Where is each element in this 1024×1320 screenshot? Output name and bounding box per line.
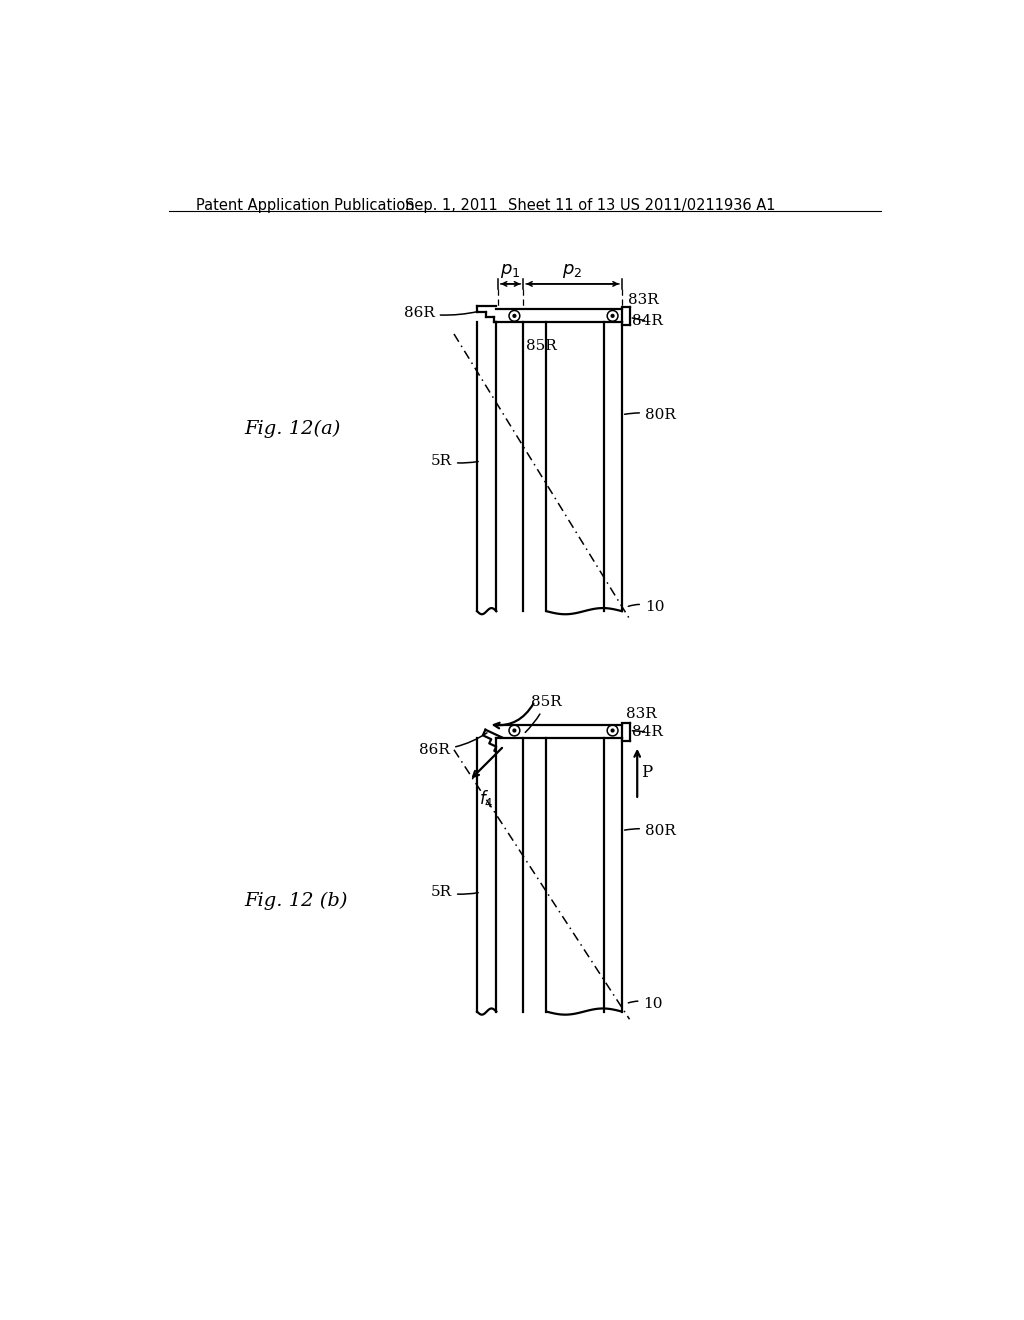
Text: Sheet 11 of 13: Sheet 11 of 13 xyxy=(508,198,615,214)
Text: 85R: 85R xyxy=(525,694,562,733)
Text: 10: 10 xyxy=(629,601,665,614)
Text: 5R: 5R xyxy=(431,454,478,469)
Text: 84R: 84R xyxy=(632,725,663,739)
Text: 10: 10 xyxy=(629,997,663,1011)
Text: $p_1$: $p_1$ xyxy=(501,263,521,280)
Text: 80R: 80R xyxy=(625,408,676,422)
Text: 5R: 5R xyxy=(431,886,478,899)
Text: 85R: 85R xyxy=(526,339,557,354)
Text: US 2011/0211936 A1: US 2011/0211936 A1 xyxy=(620,198,775,214)
Text: Fig. 12(a): Fig. 12(a) xyxy=(245,420,341,438)
Circle shape xyxy=(611,729,614,731)
Text: 83R: 83R xyxy=(626,708,656,721)
Circle shape xyxy=(611,314,614,317)
Text: P: P xyxy=(641,764,652,781)
Text: Patent Application Publication: Patent Application Publication xyxy=(196,198,415,214)
Text: $f_4$: $f_4$ xyxy=(478,788,494,809)
Circle shape xyxy=(513,314,516,317)
Text: $p_2$: $p_2$ xyxy=(562,263,583,280)
Text: 86R: 86R xyxy=(403,306,478,319)
Text: Sep. 1, 2011: Sep. 1, 2011 xyxy=(406,198,499,214)
Text: Fig. 12 (b): Fig. 12 (b) xyxy=(245,892,348,911)
Text: 86R: 86R xyxy=(419,733,487,756)
Text: 80R: 80R xyxy=(625,824,676,838)
Circle shape xyxy=(513,729,516,731)
Text: 83R: 83R xyxy=(628,293,658,308)
Text: 84R: 84R xyxy=(632,314,663,329)
